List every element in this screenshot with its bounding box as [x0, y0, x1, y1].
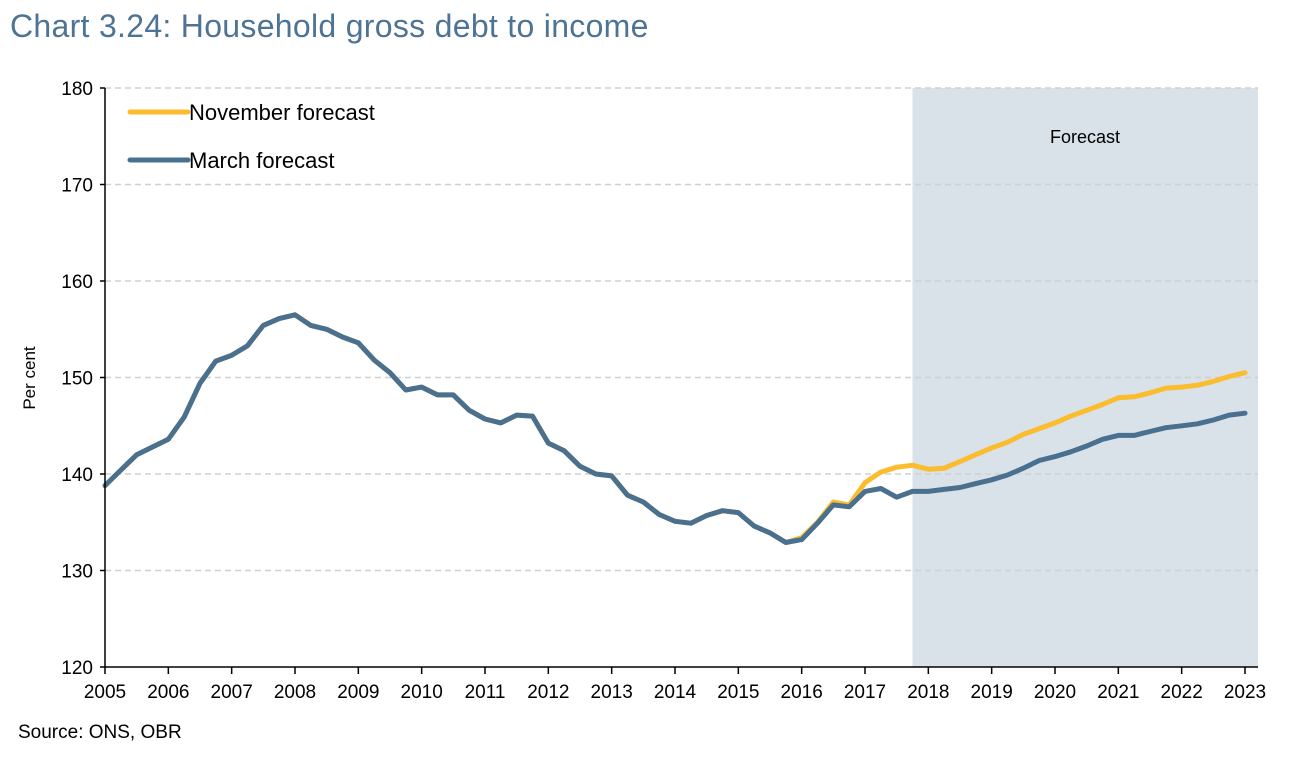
x-tick-label: 2013	[591, 682, 633, 703]
x-tick-label: 2012	[527, 682, 569, 703]
y-axis-label: Per cent	[20, 346, 39, 410]
chart-title: Chart 3.24: Household gross debt to inco…	[10, 8, 649, 44]
y-tick-label: 120	[61, 658, 93, 679]
x-tick-label: 2020	[1034, 682, 1076, 703]
x-tick-label: 2005	[84, 682, 126, 703]
x-tick-label: 2019	[971, 682, 1013, 703]
x-tick-label: 2023	[1224, 682, 1266, 703]
legend-label-november: November forecast	[189, 100, 375, 125]
x-tick-label: 2010	[401, 682, 443, 703]
forecast-label: Forecast	[1050, 127, 1120, 147]
y-tick-label: 160	[61, 272, 93, 293]
y-tick-label: 150	[61, 369, 93, 390]
x-tick-label: 2021	[1097, 682, 1139, 703]
series-line-march	[102, 312, 1248, 545]
x-tick-label: 2016	[781, 682, 823, 703]
legend-label-march: March forecast	[189, 148, 335, 173]
y-tick-label: 170	[61, 176, 93, 197]
x-tick-label: 2014	[654, 682, 697, 703]
source-note: Source: ONS, OBR	[18, 722, 182, 743]
x-tick-label: 2015	[717, 682, 759, 703]
x-tick-label: 2008	[274, 682, 316, 703]
y-tick-label: 130	[61, 562, 93, 583]
x-tick-label: 2007	[211, 682, 253, 703]
y-tick-label: 180	[61, 79, 93, 100]
x-tick-label: 2009	[337, 682, 379, 703]
x-tick-label: 2018	[907, 682, 949, 703]
x-tick-label: 2022	[1161, 682, 1203, 703]
x-tick-label: 2006	[147, 682, 189, 703]
y-tick-label: 140	[61, 465, 93, 486]
x-tick-label: 2011	[465, 682, 506, 703]
x-tick-label: 2017	[844, 682, 886, 703]
